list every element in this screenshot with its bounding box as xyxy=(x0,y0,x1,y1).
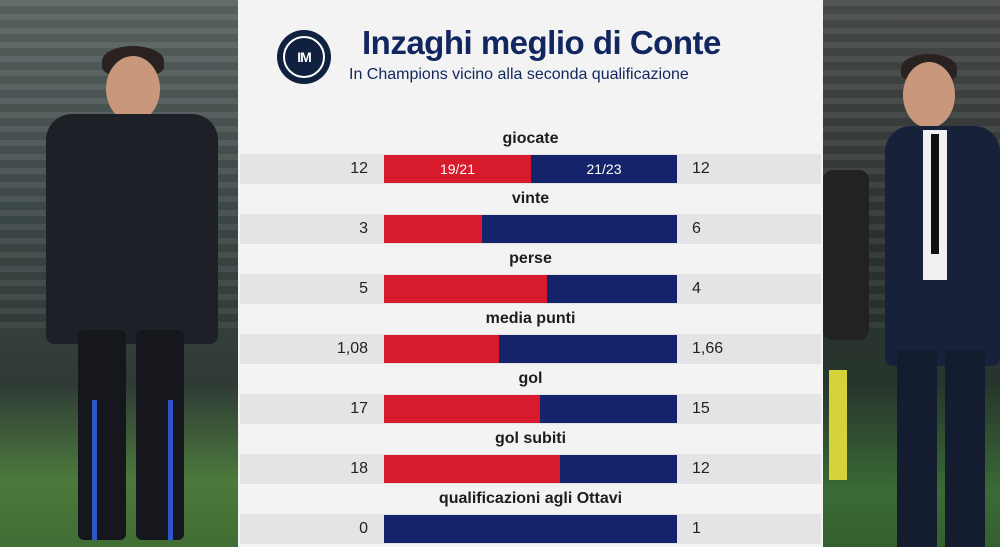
inter-logo: IM xyxy=(277,30,331,84)
stat-label: gol subiti xyxy=(494,430,567,447)
bar-segment-right: 21/23 xyxy=(531,155,677,183)
bar-segment-left xyxy=(384,335,499,363)
stat-value-right: 6 xyxy=(692,220,701,237)
stat-label: perse xyxy=(509,250,552,267)
bar-segment-left xyxy=(384,215,482,243)
comparison-bar xyxy=(384,335,677,363)
stat-label: media punti xyxy=(485,310,576,327)
stat-label: gol xyxy=(518,370,543,387)
right-coach-figure xyxy=(883,50,1000,547)
stat-value-right: 12 xyxy=(692,160,710,177)
background-player xyxy=(823,170,873,500)
left-coach-figure xyxy=(40,40,230,547)
page-subtitle: In Champions vicino alla seconda qualifi… xyxy=(349,66,689,83)
bar-segment-right xyxy=(482,215,677,243)
stat-value-left: 1,08 xyxy=(336,340,368,357)
bar-segment-right xyxy=(499,335,677,363)
comparison-bar xyxy=(384,215,677,243)
bar-segment-left: 19/21 xyxy=(384,155,531,183)
bar-segment-right xyxy=(560,455,677,483)
right-coach-photo xyxy=(823,0,1000,547)
bar-segment-left xyxy=(384,395,540,423)
comparison-bar xyxy=(384,455,677,483)
comparison-bar xyxy=(384,515,677,543)
stat-label: qualificazioni agli Ottavi xyxy=(438,490,623,507)
bar-segment-right xyxy=(384,515,677,543)
logo-monogram: IM xyxy=(297,49,312,65)
stat-value-left: 17 xyxy=(350,400,368,417)
bar-segment-right xyxy=(547,275,677,303)
bar-segment-left xyxy=(384,455,560,483)
comparison-bar xyxy=(384,395,677,423)
stat-value-left: 18 xyxy=(350,460,368,477)
logo-ring-icon: IM xyxy=(283,36,325,78)
stat-value-right: 1,66 xyxy=(692,340,724,357)
stat-value-left: 0 xyxy=(359,520,368,537)
stat-value-right: 4 xyxy=(692,280,701,297)
stat-value-left: 3 xyxy=(359,220,368,237)
comparison-bar xyxy=(384,275,677,303)
comparison-bar: 19/21 21/23 xyxy=(384,155,677,183)
stat-value-right: 12 xyxy=(692,460,710,477)
stat-value-left: 12 xyxy=(350,160,368,177)
left-coach-photo xyxy=(0,0,238,547)
bar-segment-left xyxy=(384,275,547,303)
page-title: Inzaghi meglio di Conte xyxy=(362,24,721,61)
stat-value-left: 5 xyxy=(359,280,368,297)
stat-label: vinte xyxy=(511,190,550,207)
stat-value-right: 15 xyxy=(692,400,710,417)
stat-value-right: 1 xyxy=(692,520,701,537)
stat-label: giocate xyxy=(502,130,559,147)
bar-segment-right xyxy=(540,395,677,423)
